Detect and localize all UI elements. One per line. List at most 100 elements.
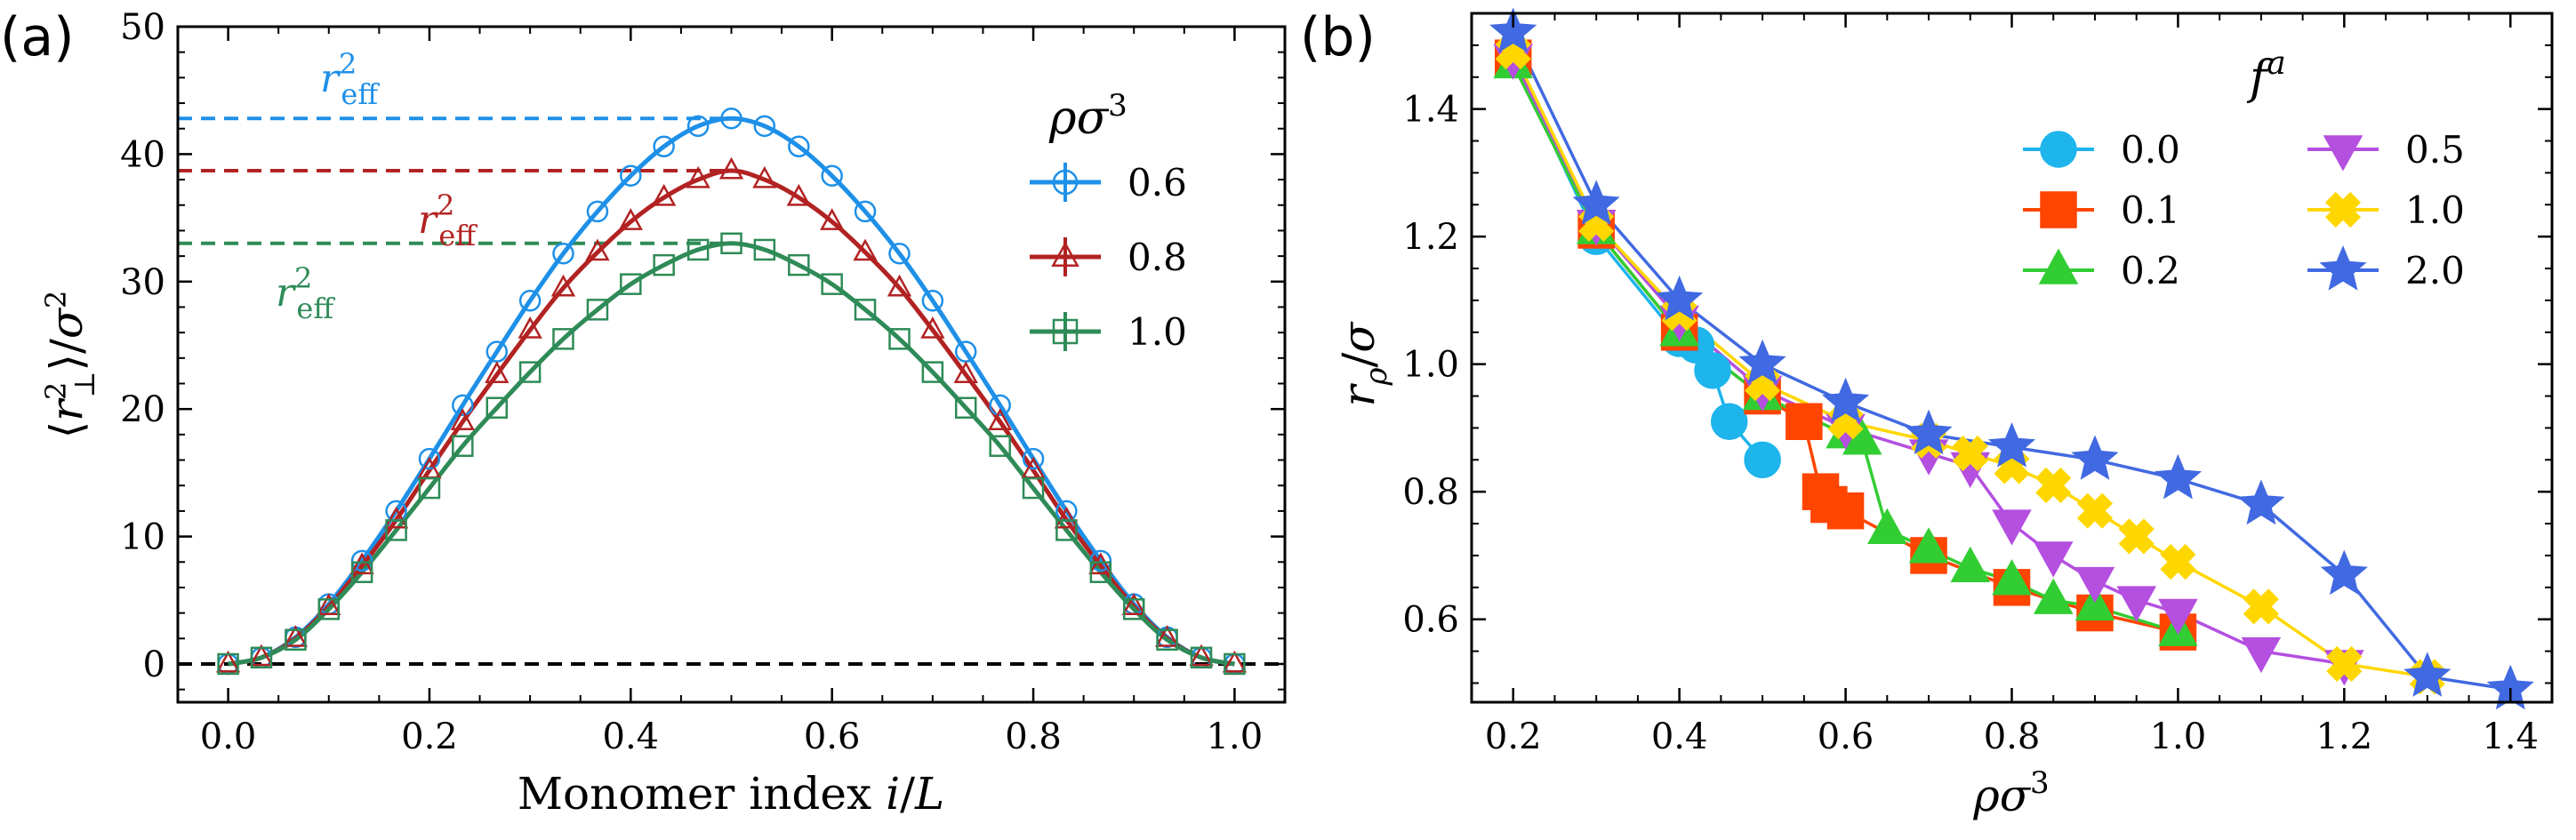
data-point-0.6 bbox=[418, 447, 441, 470]
data-point-0.8 bbox=[1054, 506, 1079, 529]
series-line-0.0 bbox=[1512, 57, 1764, 461]
data-point-2.0 bbox=[2403, 652, 2452, 697]
data-point-2.0 bbox=[2071, 435, 2119, 480]
data-point-0.8 bbox=[1154, 625, 1180, 647]
y-tick-label: 50 bbox=[120, 7, 165, 48]
data-point-1.0 bbox=[1089, 561, 1112, 583]
data-point-0.2 bbox=[2033, 578, 2074, 614]
data-point-1.0 bbox=[2243, 588, 2279, 625]
legend-marker-0.8 bbox=[1051, 241, 1079, 267]
legend-title: ρσ3 bbox=[1048, 88, 1128, 145]
y-tick-label: 10 bbox=[120, 517, 165, 558]
data-point-2.0 bbox=[1489, 7, 1537, 53]
data-point-0.8 bbox=[1088, 552, 1113, 575]
legend-label-0.2: 0.2 bbox=[2121, 249, 2180, 292]
data-point-0.8 bbox=[1222, 650, 1248, 673]
data-point-1.0 bbox=[686, 238, 710, 261]
data-point-0.5 bbox=[2158, 598, 2198, 636]
y-tick-label: 40 bbox=[120, 134, 165, 175]
data-point-0.5 bbox=[2074, 566, 2115, 604]
data-point-0.0 bbox=[1744, 441, 1781, 479]
plot-frame bbox=[1470, 12, 2554, 704]
legend-label-0.5: 0.5 bbox=[2405, 128, 2465, 172]
y-tick-label: 1.0 bbox=[1402, 345, 1459, 386]
x-tick-label: 1.2 bbox=[2316, 716, 2373, 757]
data-point-2.0 bbox=[1738, 339, 1786, 385]
x-tick-label: 0.2 bbox=[401, 716, 458, 757]
panel-label-a: (a) bbox=[0, 6, 75, 68]
panel-b: (b) 0.2 0.4 0.6 0.8 1.0 1.2 1.4 0.6 0.8 1.0 1.2 1.4… bbox=[1300, 6, 2554, 821]
data-point-1.0 bbox=[720, 232, 742, 255]
data-point-2.0 bbox=[2320, 549, 2368, 596]
data-point-1.0 bbox=[2118, 518, 2155, 555]
y-tick-label: 0 bbox=[143, 644, 165, 685]
data-point-1.0 bbox=[954, 396, 977, 420]
data-point-1.0 bbox=[1952, 436, 1988, 472]
data-point-0.2 bbox=[1992, 559, 2032, 596]
legend-marker-0.2 bbox=[2038, 248, 2079, 284]
data-point-2.0 bbox=[2237, 479, 2285, 525]
legend-label-1.0: 1.0 bbox=[1128, 310, 1187, 354]
data-point-0.6 bbox=[653, 135, 675, 158]
x-tick-label: 0.8 bbox=[1005, 716, 1062, 757]
data-point-2.0 bbox=[1821, 377, 1870, 423]
legend: fa 0.0 0.1 0.2 0.5 1.0 2.0 bbox=[2023, 45, 2465, 292]
data-point-1.0 bbox=[385, 519, 407, 541]
data-point-1.0 bbox=[1156, 628, 1178, 651]
ref-label-0.6: r2 eff bbox=[320, 47, 380, 111]
series-line-0.6 bbox=[228, 116, 1235, 667]
data-point-1.0 bbox=[1224, 652, 1246, 676]
data-point-0.6 bbox=[518, 290, 542, 312]
data-point-0.6 bbox=[753, 115, 776, 138]
data-point-0.6 bbox=[586, 200, 609, 223]
data-point-1.0 bbox=[518, 361, 542, 383]
series-line-1.0 bbox=[1512, 51, 2428, 679]
data-point-0.6 bbox=[854, 200, 877, 223]
data-point-1.0 bbox=[753, 238, 776, 261]
data-point-2.0 bbox=[1987, 422, 2036, 468]
data-point-2.0 bbox=[1905, 409, 1953, 455]
data-point-0.8 bbox=[988, 408, 1013, 431]
data-point-1.0 bbox=[486, 396, 509, 420]
data-point-1.0 bbox=[989, 435, 1011, 458]
data-point-1.0 bbox=[788, 253, 810, 276]
x-tick-label: 0.2 bbox=[1485, 716, 1542, 757]
data-point-0.1 bbox=[1826, 492, 1865, 530]
legend-marker-0.1 bbox=[2040, 191, 2077, 228]
data-point-0.6 bbox=[720, 107, 742, 130]
data-point-0.8 bbox=[249, 644, 274, 667]
data-point-0.8 bbox=[383, 506, 409, 529]
data-point-1.0 bbox=[1055, 519, 1078, 541]
data-point-0.8 bbox=[450, 408, 475, 431]
data-point-0.1 bbox=[1786, 403, 1823, 441]
data-point-0.6 bbox=[888, 242, 911, 265]
data-point-1.0 bbox=[854, 299, 877, 321]
data-point-1.0 bbox=[2035, 467, 2072, 504]
data-point-1.0 bbox=[2076, 492, 2114, 529]
y-tick-label: 0.6 bbox=[1402, 600, 1459, 641]
data-point-0.8 bbox=[349, 552, 374, 575]
data-point-0.0 bbox=[1710, 403, 1748, 441]
data-point-0.5 bbox=[2241, 636, 2282, 674]
data-point-1.0 bbox=[1190, 646, 1213, 669]
data-point-1.0 bbox=[350, 561, 373, 583]
data-point-0.5 bbox=[2116, 586, 2156, 622]
data-point-1.0 bbox=[821, 273, 843, 295]
panel-label-b: (b) bbox=[1300, 6, 1376, 68]
data-point-1.0 bbox=[2160, 544, 2196, 580]
y-tick-label: 20 bbox=[120, 389, 165, 430]
legend-marker-0.5 bbox=[2323, 135, 2363, 172]
x-tick-label: 0.8 bbox=[1984, 716, 2041, 757]
data-point-2.0 bbox=[1656, 275, 1704, 321]
y-axis-title: ⟨r2⊥⟩/σ2 bbox=[39, 291, 101, 439]
data-point-0.2 bbox=[2074, 584, 2115, 621]
y-tick-label: 0.8 bbox=[1402, 472, 1459, 513]
data-point-1.0 bbox=[1022, 476, 1045, 500]
ref-label-1.0: r2 eff bbox=[276, 261, 335, 325]
data-point-0.5 bbox=[1992, 509, 2032, 546]
data-point-0.6 bbox=[921, 290, 944, 312]
reference-annotations: r2 eff r2 eff r2 eff bbox=[276, 47, 477, 325]
series-markers bbox=[215, 107, 1248, 676]
data-point-0.8 bbox=[1121, 593, 1146, 615]
data-point-0.6 bbox=[350, 549, 373, 572]
